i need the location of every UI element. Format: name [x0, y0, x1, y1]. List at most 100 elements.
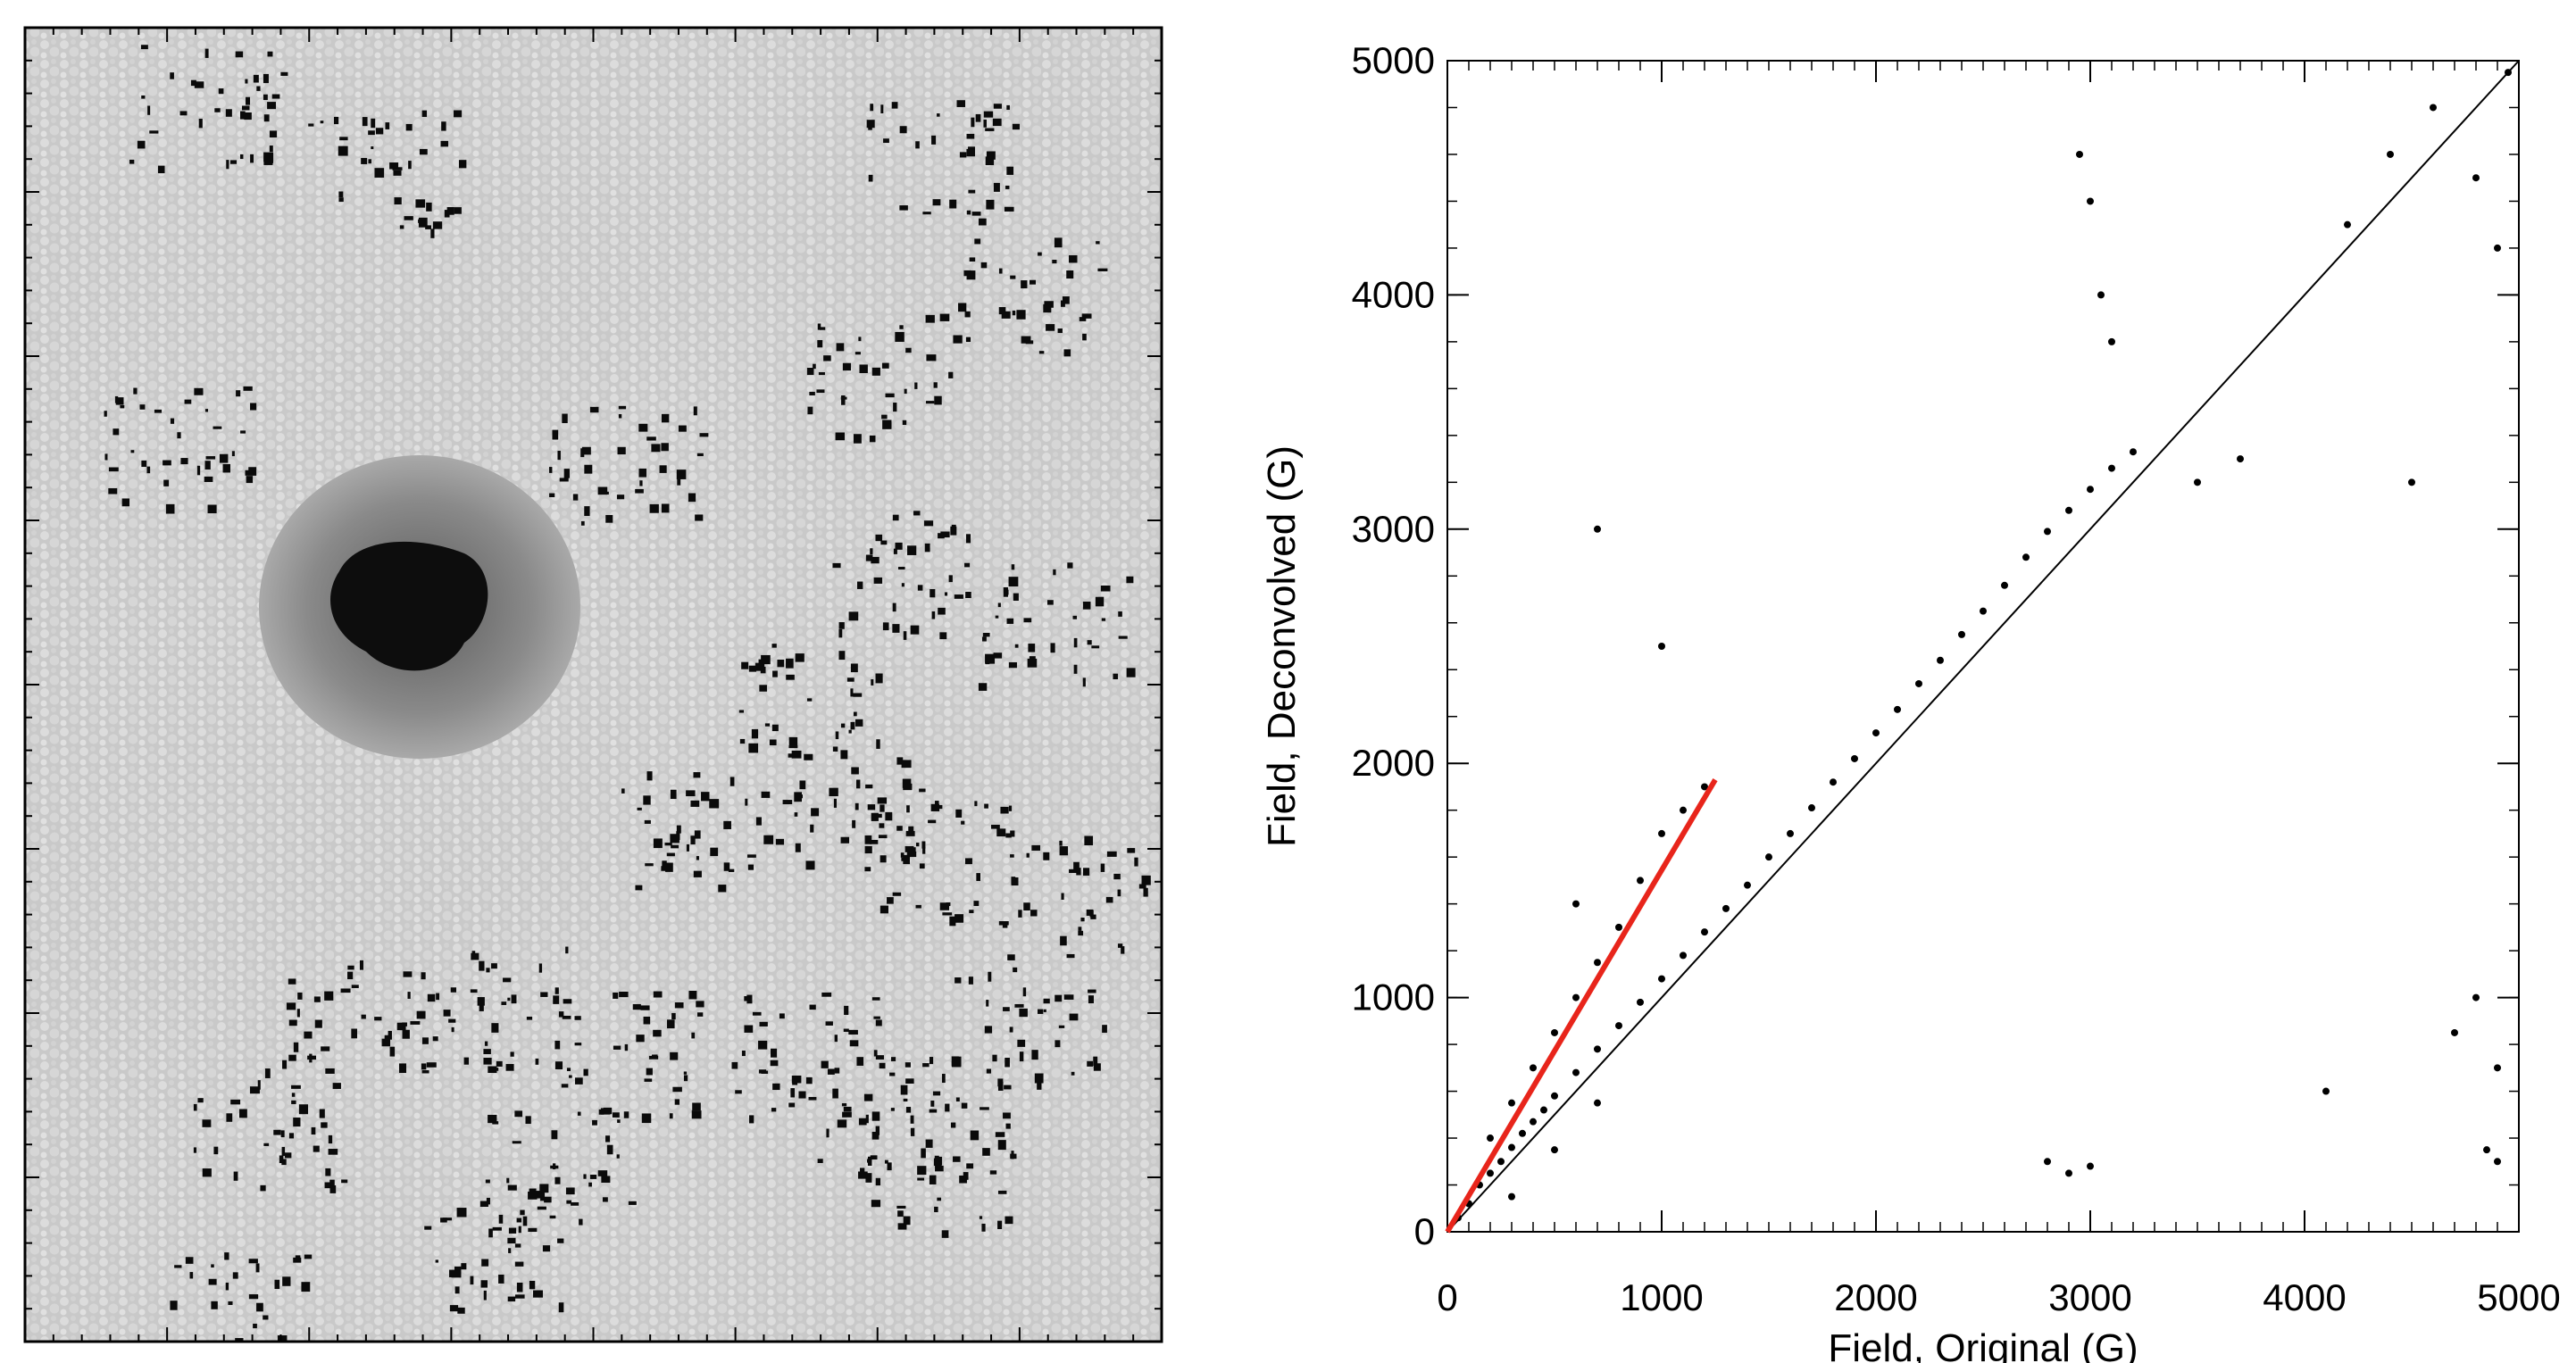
- magnetic-patch: [875, 1055, 884, 1060]
- magnetic-patch: [690, 800, 700, 807]
- magnetic-patch: [786, 658, 794, 669]
- magnetic-patch: [836, 343, 845, 352]
- magnetic-patch: [997, 1078, 1004, 1087]
- magnetic-patch: [263, 152, 274, 162]
- magnetic-patch: [267, 51, 273, 57]
- magnetic-patch: [146, 466, 151, 474]
- magnetic-patch: [571, 1201, 579, 1206]
- magnetic-patch: [399, 225, 404, 229]
- magnetic-patch: [1058, 1025, 1065, 1028]
- point: [1572, 1068, 1580, 1076]
- magnetic-patch: [426, 1062, 437, 1068]
- magnetic-patch: [449, 1305, 459, 1312]
- magnetic-patch: [939, 313, 950, 321]
- magnetic-patch: [1138, 884, 1146, 889]
- magnetic-patch: [980, 1107, 989, 1110]
- magnetic-patch: [779, 1013, 785, 1019]
- magnetic-patch: [799, 780, 806, 790]
- magnetic-patch: [775, 838, 785, 845]
- magnetic-patch: [154, 409, 163, 413]
- magnetic-patch: [922, 846, 926, 854]
- magnetic-patch: [1062, 296, 1070, 304]
- magnetic-patch: [638, 468, 646, 478]
- magnetic-patch: [983, 111, 994, 118]
- magnetic-patch: [885, 811, 893, 821]
- magnetic-patch: [1082, 677, 1086, 687]
- magnetic-patch: [930, 588, 936, 598]
- magnetic-patch: [871, 1131, 880, 1140]
- magnetic-patch: [170, 1301, 178, 1310]
- magnetic-patch: [553, 995, 560, 1004]
- magnetic-patch: [692, 1102, 701, 1111]
- magnetic-patch: [421, 972, 426, 980]
- magnetic-patch: [313, 1145, 320, 1152]
- magnetic-patch: [297, 992, 303, 1000]
- magnetic-patch: [910, 1127, 915, 1136]
- magnetic-patch: [864, 845, 872, 854]
- point: [2087, 1162, 2094, 1170]
- magnetic-patch: [885, 393, 895, 398]
- magnetic-patch: [1100, 585, 1111, 592]
- magnetic-patch: [865, 1173, 872, 1183]
- magnetic-patch: [583, 1174, 587, 1179]
- magnetic-patch: [864, 835, 872, 844]
- magnetic-patch: [865, 1114, 869, 1124]
- magnetic-patch: [902, 420, 907, 426]
- y-axis-label: Field, Deconvolved (G): [1260, 445, 1304, 847]
- magnetic-patch: [172, 1350, 176, 1354]
- magnetic-patch: [104, 411, 107, 417]
- magnetic-patch: [809, 391, 815, 395]
- magnetic-patch: [225, 109, 232, 117]
- magnetic-patch: [672, 1086, 682, 1093]
- magnetic-patch: [446, 207, 454, 215]
- point: [1530, 1064, 1537, 1072]
- point: [1765, 853, 1772, 861]
- point: [1615, 1022, 1622, 1030]
- magnetic-patch: [853, 693, 863, 697]
- magnetic-patch: [374, 1017, 382, 1021]
- magnetic-patch: [528, 1191, 538, 1200]
- magnetic-patch: [538, 963, 543, 973]
- magnetic-patch: [842, 362, 852, 371]
- magnetic-patch: [1066, 953, 1075, 959]
- magnetic-patch: [304, 1031, 313, 1039]
- magnetic-patch: [636, 1035, 645, 1043]
- magnetic-patch: [328, 1149, 338, 1155]
- magnetic-patch: [903, 854, 911, 865]
- magnetic-patch: [1014, 644, 1019, 648]
- magnetic-patch: [934, 395, 942, 405]
- magnetic-patch: [260, 1184, 266, 1192]
- magnetic-patch: [174, 1265, 182, 1268]
- magnetic-patch: [929, 1109, 938, 1113]
- magnetic-patch: [903, 631, 907, 640]
- magnetic-patch: [479, 1201, 488, 1208]
- magnetic-patch: [659, 465, 667, 473]
- magnetic-patch: [997, 1140, 1006, 1151]
- magnetic-patch: [202, 1168, 212, 1177]
- magnetic-patch: [961, 820, 965, 825]
- magnetic-patch: [1023, 618, 1032, 623]
- magnetic-patch: [1069, 254, 1078, 263]
- magnetic-patch: [238, 1109, 247, 1118]
- y-tick-label: 3000: [1352, 508, 1435, 550]
- magnetic-patch: [881, 362, 889, 369]
- magnetic-patch: [263, 73, 269, 84]
- magnetic-patch: [795, 843, 801, 852]
- magnetic-patch: [381, 1038, 391, 1047]
- magnetic-patch: [1008, 805, 1013, 811]
- magnetic-patch: [974, 801, 978, 807]
- magnetic-patch: [451, 1272, 462, 1278]
- point: [2076, 150, 2083, 158]
- magnetic-patch: [1118, 943, 1123, 948]
- magnetic-patch: [968, 977, 973, 985]
- magnetic-patch: [816, 389, 825, 394]
- magnetic-patch: [661, 443, 669, 452]
- magnetic-patch: [231, 451, 235, 457]
- magnetic-patch: [246, 476, 254, 484]
- magnetic-patch: [470, 1276, 474, 1285]
- magnetic-patch: [677, 478, 681, 486]
- magnetic-patch: [699, 433, 709, 437]
- magnetic-patch: [535, 1058, 539, 1065]
- magnetic-patch: [514, 1261, 524, 1267]
- magnetic-patch: [930, 1101, 935, 1107]
